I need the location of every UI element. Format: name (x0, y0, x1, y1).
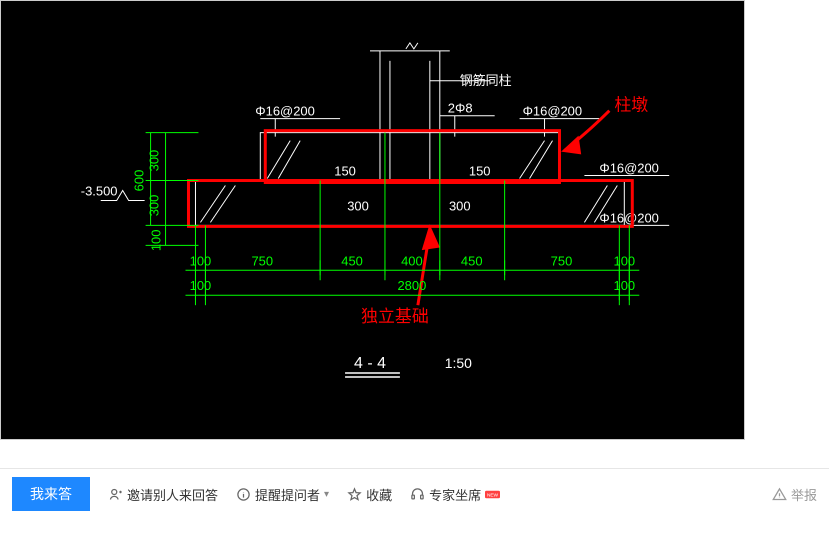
dim-v-bot: 300 (147, 195, 162, 217)
dim-lower-inner-right: 300 (449, 198, 471, 213)
report-label: 举报 (791, 485, 817, 504)
dim-b2-left: 100 (190, 278, 212, 293)
remind-button[interactable]: 提醒提问者 ▾ (236, 485, 329, 504)
dim-v-top: 300 (147, 150, 162, 172)
dim-b1-0: 100 (190, 253, 212, 268)
dim-upper-inner-left: 150 (334, 164, 356, 179)
rebar-top-column: 钢筋同柱 (460, 73, 512, 88)
dim-b1-1: 750 (251, 253, 273, 268)
elevation-label: -3.500 (81, 183, 118, 198)
new-badge-icon: NEW (485, 487, 500, 502)
toolbar: 我来答 邀请别人来回答 提醒提问者 ▾ 收藏 专家坐席 NEW 举报 (0, 468, 829, 519)
annotation-foundation: 独立基础 (361, 307, 429, 326)
cad-drawing: 钢筋同柱 2Φ8 Φ16@200 Φ16@200 Φ16@200 Φ16@200… (1, 1, 744, 440)
section-number: 4 - 4 (354, 355, 386, 372)
favorite-label: 收藏 (366, 485, 392, 504)
dim-b2-center: 2800 (397, 278, 426, 293)
cad-viewer: 钢筋同柱 2Φ8 Φ16@200 Φ16@200 Φ16@200 Φ16@200… (0, 0, 745, 440)
info-icon (236, 487, 251, 502)
star-icon (347, 487, 362, 502)
dim-b2-right: 100 (613, 278, 635, 293)
base-slab-outline (195, 181, 624, 226)
annotation-boxes (188, 131, 632, 227)
rebar-2phi8: 2Φ8 (448, 101, 473, 116)
invite-button[interactable]: 邀请别人来回答 (108, 485, 218, 504)
rebar-d: Φ16@200 (599, 210, 659, 225)
pier-outline (260, 133, 559, 181)
rebar-a: Φ16@200 (255, 104, 315, 119)
dim-lower-inner-left: 300 (347, 198, 369, 213)
dim-b1-3: 400 (401, 253, 423, 268)
annotation-arrows (418, 111, 609, 305)
section-scale: 1:50 (445, 355, 472, 371)
dim-b1-4: 450 (461, 253, 483, 268)
user-plus-icon (108, 487, 123, 502)
annotation-pier: 柱墩 (614, 96, 648, 115)
invite-label: 邀请别人来回答 (127, 485, 218, 504)
svg-text:NEW: NEW (487, 492, 499, 498)
dim-b1-5: 750 (551, 253, 573, 268)
report-button[interactable]: 举报 (772, 485, 817, 504)
rebar-c: Φ16@200 (599, 161, 659, 176)
expert-button[interactable]: 专家坐席 NEW (410, 485, 500, 504)
warning-icon (772, 487, 787, 502)
dim-upper-inner-right: 150 (469, 164, 491, 179)
dim-v-below: 100 (149, 230, 164, 252)
action-row (0, 450, 829, 468)
answer-button[interactable]: 我来答 (12, 477, 90, 511)
favorite-button[interactable]: 收藏 (347, 485, 392, 504)
rebar-b: Φ16@200 (523, 104, 583, 119)
chevron-down-icon: ▾ (324, 489, 329, 500)
dim-b1-2: 450 (341, 253, 363, 268)
expert-label: 专家坐席 (429, 485, 481, 504)
dim-v-total: 600 (132, 170, 147, 192)
section-label: 4 - 4 1:50 (345, 355, 472, 377)
dim-b1-6: 100 (613, 253, 635, 268)
column-outline (370, 43, 450, 181)
remind-label: 提醒提问者 (255, 485, 320, 504)
headset-icon (410, 487, 425, 502)
